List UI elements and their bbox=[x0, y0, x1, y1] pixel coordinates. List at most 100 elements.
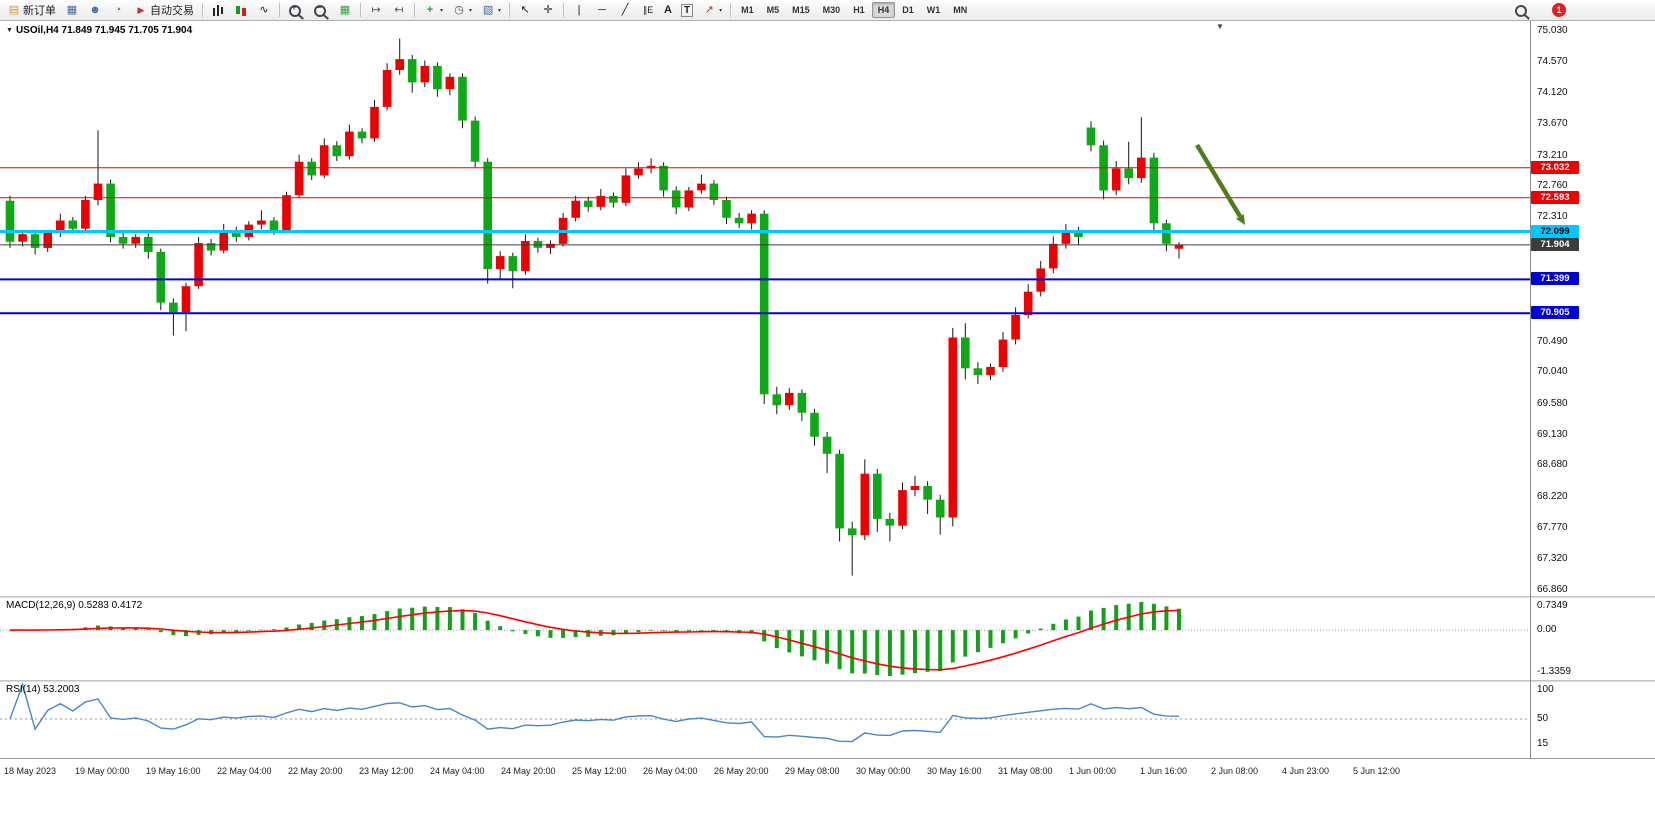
price-axis-label: 66.860 bbox=[1537, 583, 1568, 595]
candle-bear bbox=[1162, 223, 1171, 244]
candle-bull bbox=[131, 236, 140, 244]
timeframe-m5-button[interactable]: M5 bbox=[766, 5, 780, 15]
chart-title-marker-icon[interactable]: ▼ bbox=[6, 27, 13, 34]
timeframe-d1-button[interactable]: D1 bbox=[902, 5, 914, 15]
candle-bear bbox=[508, 256, 518, 272]
time-axis-label: 24 May 04:00 bbox=[430, 766, 485, 776]
time-axis-label: 23 May 12:00 bbox=[359, 766, 414, 776]
candle-bull bbox=[81, 200, 90, 229]
timeframe-mn-button[interactable]: MN bbox=[953, 5, 968, 15]
trend-arrow-line[interactable] bbox=[1195, 143, 1242, 218]
toolbar-separator bbox=[730, 3, 732, 17]
price-axis-border bbox=[1530, 21, 1531, 758]
candle-bear bbox=[583, 200, 593, 207]
timeframe-group: M1 M5 M15 M30 H1 H4 D1 W1 MN bbox=[735, 2, 973, 18]
auto-trading-button[interactable]: ▶ 自动交易 bbox=[130, 1, 198, 20]
bar-chart-icon bbox=[211, 3, 225, 17]
rsi-axis-label: 15 bbox=[1537, 737, 1549, 749]
notification-badge[interactable]: 1 bbox=[1552, 3, 1566, 17]
candle-bear bbox=[1124, 168, 1133, 179]
zoom-in-icon bbox=[289, 3, 301, 17]
new-order-button[interactable]: ▤ 新订单 bbox=[3, 1, 60, 20]
price-axis[interactable]: 75.030 74.570 74.120 73.670 73.210 72.760 72.3… bbox=[1531, 21, 1655, 596]
chart-window-button[interactable]: ▦ bbox=[61, 1, 83, 20]
time-axis-label: 19 May 16:00 bbox=[146, 766, 201, 776]
search-button[interactable] bbox=[1510, 1, 1534, 20]
timeframe-m15-button[interactable]: M15 bbox=[792, 5, 810, 15]
candle-bull bbox=[646, 165, 656, 169]
candle-bear bbox=[923, 486, 932, 500]
candle-bull bbox=[43, 232, 52, 248]
candle-bear bbox=[722, 200, 731, 218]
macd-axis-label: 0.00 bbox=[1537, 624, 1557, 636]
timeframe-w1-button[interactable]: W1 bbox=[926, 5, 941, 15]
candle-bull bbox=[521, 241, 530, 272]
new-chart-button[interactable]: + ▾ bbox=[419, 1, 447, 20]
auto-scroll-button[interactable]: ↦ bbox=[365, 1, 387, 20]
candle-bull bbox=[621, 175, 631, 203]
time-axis-label: 2 Jun 08:00 bbox=[1211, 766, 1259, 776]
time-axis-label: 1 Jun 16:00 bbox=[1140, 766, 1188, 776]
macd-axis-label: -1.3359 bbox=[1537, 666, 1571, 677]
chevron-down-icon: ▾ bbox=[440, 7, 444, 14]
panel-splitter[interactable] bbox=[0, 680, 1655, 682]
panel-splitter[interactable] bbox=[0, 596, 1655, 598]
search-icon bbox=[1515, 4, 1527, 17]
arrows-shapes-button[interactable]: ↗ ▾ bbox=[698, 1, 726, 20]
rsi-panel[interactable] bbox=[0, 682, 1530, 756]
candle-bear bbox=[206, 243, 216, 251]
candle-bear bbox=[759, 213, 769, 395]
crosshair-button[interactable]: ✛ bbox=[537, 1, 559, 20]
data-window-button[interactable]: ◔ bbox=[107, 1, 129, 20]
price-axis-label: 73.210 bbox=[1537, 149, 1568, 161]
templates-button[interactable]: ▧ ▾ bbox=[477, 1, 505, 20]
candle-bull bbox=[257, 220, 266, 225]
time-axis-label: 19 May 00:00 bbox=[75, 766, 130, 776]
candle-bear bbox=[1074, 231, 1083, 237]
main-price-chart[interactable] bbox=[0, 21, 1530, 596]
cursor-button[interactable]: ↖ bbox=[514, 1, 536, 20]
toolbar-separator bbox=[279, 3, 280, 17]
horizontal-line-button[interactable]: ─ bbox=[591, 1, 613, 20]
time-axis-label: 22 May 04:00 bbox=[217, 766, 272, 776]
equidistant-channel-button[interactable]: ∥E bbox=[637, 1, 659, 20]
candle-bear bbox=[847, 528, 857, 536]
zoom-in-button[interactable] bbox=[284, 1, 308, 20]
candle-bull bbox=[998, 339, 1008, 367]
vertical-line-button[interactable]: | bbox=[568, 1, 590, 20]
time-axis-label: 30 May 16:00 bbox=[927, 766, 982, 776]
resistance-line-price-badge: 73.032 bbox=[1531, 160, 1579, 174]
line-chart-button[interactable]: ∿ bbox=[253, 1, 275, 20]
timeframe-m1-button[interactable]: M1 bbox=[741, 5, 754, 15]
timeframe-m30-button[interactable]: M30 bbox=[822, 5, 841, 15]
text-label-button[interactable]: T bbox=[677, 1, 697, 20]
candle-bear bbox=[269, 220, 279, 231]
text-button[interactable]: A bbox=[660, 1, 676, 20]
time-axis[interactable]: 18 May 2023 19 May 00:00 19 May 16:00 22 Ma… bbox=[0, 758, 1655, 785]
auto-scroll-icon: ↦ bbox=[371, 4, 381, 16]
rsi-axis-label: 50 bbox=[1537, 713, 1549, 724]
chart-shift-marker-icon[interactable]: ▼ bbox=[1216, 22, 1224, 31]
market-watch-button[interactable]: ☻ bbox=[84, 1, 106, 20]
chart-title-text: USOil,H4 71.849 71.945 71.705 71.904 bbox=[15, 25, 193, 36]
candle-bull bbox=[785, 392, 794, 406]
candlestick-chart-button[interactable] bbox=[230, 1, 252, 20]
zoom-out-button[interactable] bbox=[309, 1, 333, 20]
trendline-button[interactable]: ╱ bbox=[614, 1, 636, 20]
candle-bull bbox=[747, 213, 756, 224]
arrows-shapes-icon: ↗ bbox=[704, 4, 714, 16]
macd-panel[interactable] bbox=[0, 598, 1530, 680]
timeframe-h1-button[interactable]: H1 bbox=[853, 5, 865, 15]
chart-shift-button[interactable]: ↤ bbox=[388, 1, 410, 20]
candle-bull bbox=[445, 76, 455, 90]
periods-button[interactable]: ◷ ▾ bbox=[448, 1, 476, 20]
candle-bear bbox=[332, 145, 342, 157]
tile-windows-button[interactable]: ▦ bbox=[334, 1, 356, 20]
candle-bear bbox=[1149, 157, 1159, 224]
bar-chart-button[interactable] bbox=[207, 1, 229, 20]
candle-bear bbox=[106, 183, 115, 237]
candle-bear bbox=[935, 499, 945, 518]
timeframe-h4-button[interactable]: H4 bbox=[871, 2, 896, 18]
candle-bear bbox=[671, 190, 681, 208]
toolbar-separator bbox=[414, 3, 415, 17]
